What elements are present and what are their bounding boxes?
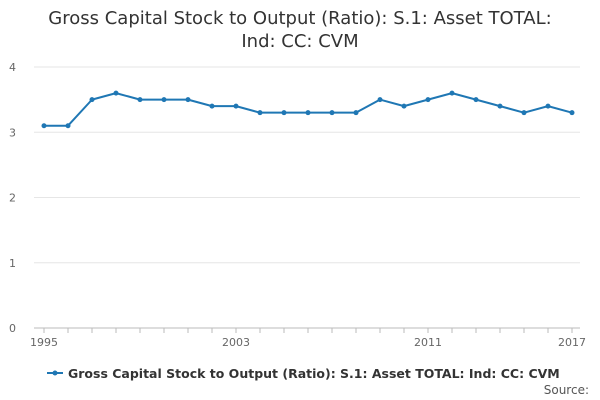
x-tick-label: 2011 [414,336,442,349]
data-point[interactable] [281,110,287,116]
data-point[interactable] [305,110,311,116]
y-tick-label: 4 [9,61,16,74]
data-point[interactable] [449,90,455,96]
data-point[interactable] [521,110,527,116]
legend-label: Gross Capital Stock to Output (Ratio): S… [68,366,560,381]
y-axis: 0 1 2 3 4 [9,61,16,335]
legend-marker-icon [52,370,58,376]
data-point[interactable] [137,97,143,103]
data-point[interactable] [329,110,335,116]
data-point[interactable] [113,90,119,96]
data-point[interactable] [545,103,551,109]
x-tick-label: 1995 [30,336,58,349]
x-axis: 1995 2003 2011 2017 [30,328,586,349]
series-layer [41,90,575,129]
y-tick-label: 2 [9,192,16,205]
data-point[interactable] [257,110,263,116]
gridlines [34,66,580,329]
data-point[interactable] [377,97,383,103]
chart-title-line-1: Gross Capital Stock to Output (Ratio): S… [48,8,551,29]
data-point[interactable] [185,97,191,103]
data-point[interactable] [89,97,95,103]
y-tick-label: 1 [9,257,16,270]
data-point[interactable] [65,123,71,129]
data-point[interactable] [425,97,431,103]
y-tick-label: 0 [9,322,16,335]
series-line [44,92,573,127]
data-point[interactable] [353,110,359,116]
source-label: Source: [544,383,589,397]
legend[interactable]: Gross Capital Stock to Output (Ratio): S… [47,366,560,381]
data-point[interactable] [161,97,167,103]
data-point[interactable] [497,103,503,109]
data-point[interactable] [41,123,47,129]
data-point[interactable] [473,97,479,103]
x-tick-label: 2017 [558,336,586,349]
chart-title-line-2: Ind: CC: CVM [241,31,358,52]
data-point[interactable] [569,110,575,116]
data-point[interactable] [401,103,407,109]
x-tick-label: 2003 [222,336,250,349]
data-point[interactable] [233,103,239,109]
y-tick-label: 3 [9,126,16,139]
data-point[interactable] [209,103,215,109]
